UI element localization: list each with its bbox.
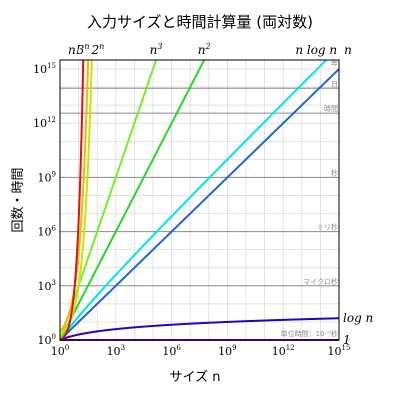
series-line-exp2 [59, 59, 93, 336]
time-unit-label: 時間 [324, 105, 338, 113]
series-line-pow3 [59, 59, 158, 341]
series-label-const: 1 [343, 333, 351, 347]
series-label-exp3: 3n [77, 42, 90, 57]
time-unit-label: 秒 [331, 168, 338, 177]
plot-frame [59, 59, 340, 341]
series-label-linear: n [344, 43, 352, 57]
series-line-pow2 [59, 59, 206, 341]
series-lines [59, 59, 340, 341]
y-tick-label: 1015 [33, 62, 56, 76]
series-label-pow2: n2 [198, 42, 211, 57]
x-tick-label: 106 [162, 344, 181, 358]
series-label-log: log n [343, 311, 373, 325]
time-unit-label: 単位時間：10⁻⁹秒 [281, 329, 338, 338]
x-tick-label: 100 [51, 344, 69, 358]
series-line-nlogn [59, 59, 327, 341]
y-tick-label: 1012 [33, 116, 56, 130]
y-tick-label: 100 [38, 333, 56, 347]
time-unit-label: マイクロ秒 [303, 277, 338, 286]
series-line-log [59, 317, 340, 341]
y-axis-label: 回数・時間 [11, 167, 26, 232]
x-tick-label: 1012 [272, 344, 295, 358]
x-tick-label: 109 [218, 344, 236, 358]
time-unit-lines: 単位時間：10⁻⁹秒 マイクロ秒 ミリ秒 秒 時間 日 年 [60, 59, 339, 341]
series-label-pow3: n3 [150, 42, 163, 57]
series-label-nlogn: n log n [295, 43, 337, 57]
x-tick-label: 103 [107, 344, 125, 358]
y-tick-label: 106 [38, 225, 57, 239]
y-tick-label: 103 [38, 279, 56, 293]
time-unit-label: 年 [331, 59, 338, 68]
chart-title: 入力サイズと時間計算量 (両対数) [87, 13, 313, 31]
time-unit-label: ミリ秒 [317, 223, 338, 232]
series-line-factorial [59, 59, 85, 341]
series-line-linear [59, 68, 340, 341]
tick-labels: 100 103 106 109 1012 1015 100 103 106 109 1012 1015 [33, 62, 350, 358]
x-tick-label: 1015 [328, 344, 351, 358]
series-label-factorial: n! [68, 43, 81, 57]
x-axis-label: サイズ n [170, 369, 221, 385]
y-tick-label: 109 [38, 170, 56, 184]
time-unit-label: 日 [331, 80, 338, 88]
series-label-exp2: 2n [90, 42, 104, 57]
